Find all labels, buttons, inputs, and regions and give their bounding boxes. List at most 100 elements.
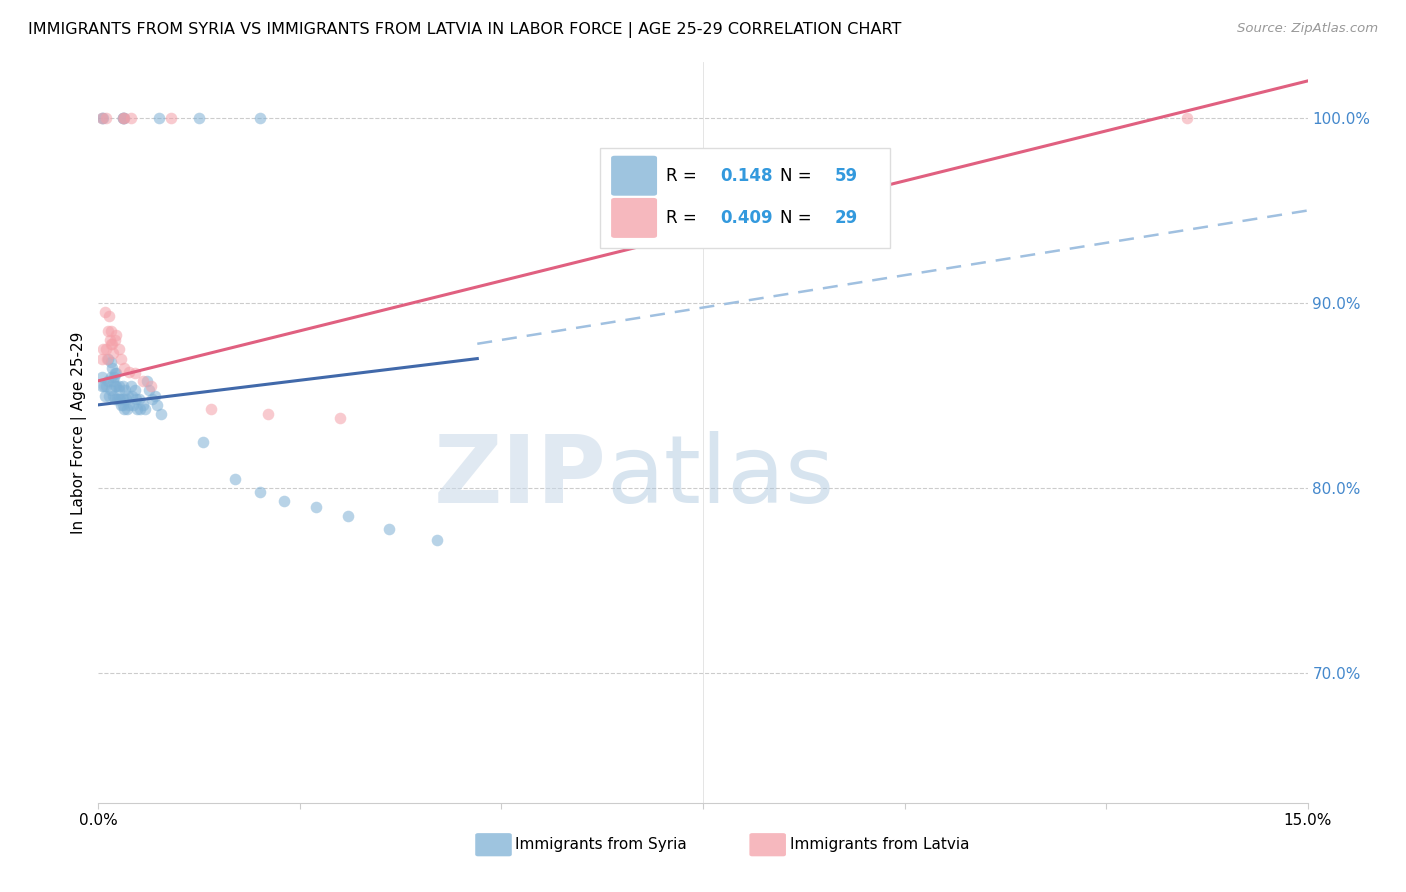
Point: [273, 494, 295, 508]
Point: [108, 392, 131, 407]
Point: [224, 472, 246, 486]
Point: [110, 351, 132, 366]
Point: [132, 374, 155, 388]
Point: [100, 336, 122, 351]
Point: [1175, 111, 1198, 125]
Point: [114, 392, 136, 407]
Point: [93, 379, 115, 393]
Point: [112, 111, 135, 125]
Point: [426, 533, 449, 547]
Point: [97, 388, 120, 402]
Point: [91, 351, 114, 366]
Point: [139, 379, 162, 393]
Point: [128, 392, 150, 407]
Point: [101, 346, 124, 360]
Point: [111, 379, 134, 393]
Point: [193, 434, 215, 449]
Point: [200, 401, 222, 416]
Text: atlas: atlas: [606, 431, 835, 523]
Point: [91, 343, 114, 357]
Point: [91, 111, 114, 125]
FancyBboxPatch shape: [612, 198, 657, 238]
Point: [143, 388, 166, 402]
Point: [120, 379, 142, 393]
Point: [96, 351, 118, 366]
Point: [138, 383, 160, 397]
Point: [91, 111, 114, 125]
Text: ZIP: ZIP: [433, 431, 606, 523]
Point: [97, 324, 120, 338]
Point: [103, 333, 125, 347]
Text: Source: ZipAtlas.com: Source: ZipAtlas.com: [1237, 22, 1378, 36]
Point: [91, 379, 114, 393]
Point: [305, 500, 328, 514]
Text: 0.409: 0.409: [720, 209, 772, 227]
Point: [105, 392, 128, 407]
Point: [100, 383, 122, 397]
Point: [98, 333, 121, 347]
Y-axis label: In Labor Force | Age 25-29: In Labor Force | Age 25-29: [72, 332, 87, 533]
Point: [107, 379, 129, 393]
Point: [112, 111, 135, 125]
Text: Immigrants from Latvia: Immigrants from Latvia: [790, 838, 970, 852]
Point: [100, 324, 122, 338]
Point: [111, 111, 134, 125]
Point: [120, 111, 142, 125]
Point: [91, 111, 114, 125]
Point: [107, 343, 129, 357]
Point: [132, 398, 155, 412]
Point: [115, 401, 138, 416]
Point: [112, 401, 135, 416]
Point: [135, 374, 157, 388]
Point: [377, 522, 399, 536]
Point: [249, 111, 271, 125]
Point: [91, 370, 114, 384]
Point: [101, 336, 124, 351]
Point: [105, 327, 128, 342]
Point: [105, 379, 128, 393]
Point: [111, 392, 134, 407]
Point: [329, 410, 352, 425]
FancyBboxPatch shape: [612, 156, 657, 195]
Point: [122, 398, 145, 412]
Point: [146, 398, 169, 412]
Point: [141, 392, 163, 407]
Point: [124, 367, 146, 381]
Point: [96, 343, 118, 357]
Text: N =: N =: [780, 167, 817, 185]
Point: [97, 374, 120, 388]
Point: [124, 383, 146, 397]
Point: [150, 407, 173, 421]
Point: [112, 360, 135, 375]
Point: [104, 392, 127, 407]
Point: [188, 111, 211, 125]
Point: [121, 388, 143, 402]
Point: [94, 388, 117, 402]
Point: [107, 392, 129, 407]
Point: [256, 407, 278, 421]
Point: [108, 383, 131, 397]
Point: [111, 111, 134, 125]
Point: [160, 111, 183, 125]
Point: [125, 392, 148, 407]
Point: [134, 401, 156, 416]
Point: [96, 379, 118, 393]
FancyBboxPatch shape: [600, 147, 890, 247]
Text: 0.148: 0.148: [720, 167, 772, 185]
Point: [100, 370, 122, 384]
Text: 29: 29: [835, 209, 858, 227]
Point: [112, 398, 135, 412]
Point: [110, 398, 132, 412]
Point: [112, 111, 135, 125]
Point: [249, 484, 271, 499]
Point: [101, 388, 124, 402]
Point: [129, 401, 152, 416]
Text: N =: N =: [780, 209, 817, 227]
Point: [118, 365, 141, 379]
Point: [117, 388, 139, 402]
Text: IMMIGRANTS FROM SYRIA VS IMMIGRANTS FROM LATVIA IN LABOR FORCE | AGE 25-29 CORRE: IMMIGRANTS FROM SYRIA VS IMMIGRANTS FROM…: [28, 22, 901, 38]
Point: [101, 374, 124, 388]
Point: [105, 367, 128, 381]
Point: [96, 111, 118, 125]
Point: [103, 379, 125, 393]
